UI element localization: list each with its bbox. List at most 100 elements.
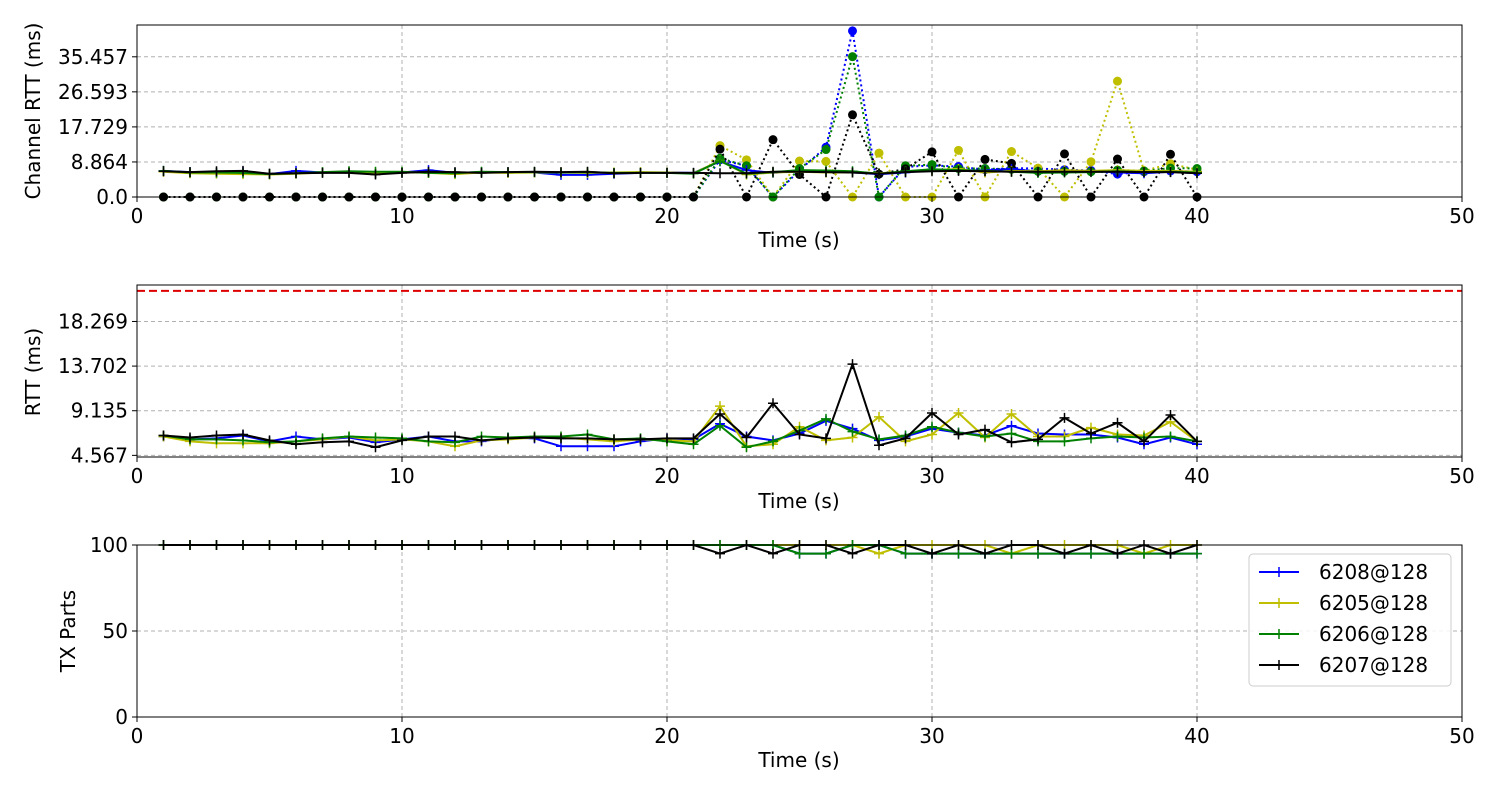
tx-parts-point-6206-at-128 (821, 548, 831, 559)
tx-parts-ylabel: TX Parts (56, 590, 80, 673)
rtt-point-6207-at-128 (874, 440, 884, 451)
rtt-ylabel: RTT (ms) (21, 328, 45, 416)
tx-parts-point-6206-at-128 (1006, 548, 1017, 559)
rtt-point-6207-at-128 (317, 437, 328, 448)
channel-rtt-point-6207-at-128 (291, 168, 301, 179)
channel-rtt-point-6205-at-128-peak (1113, 76, 1122, 86)
rtt-point-6207-at-128 (1165, 409, 1176, 420)
channel-rtt-point-6207-at-128 (900, 167, 911, 178)
rtt-point-6207-at-128 (476, 435, 487, 446)
rtt-point-6206-at-128 (741, 442, 752, 453)
channel-rtt-point-6207-at-128-peak (1113, 154, 1122, 164)
channel-rtt-point-6207-at-128 (741, 168, 752, 179)
legend-marker (1274, 567, 1284, 577)
channel-rtt-point-6207-at-128 (397, 167, 407, 178)
tx-parts-ytick-label: 50 (103, 619, 128, 643)
channel-rtt-point-6207-at-128-peak (980, 154, 990, 164)
channel-rtt-frame (136, 24, 1463, 198)
rtt-point-6207-at-128 (953, 429, 964, 440)
channel-rtt-point-6207-at-128 (423, 166, 434, 177)
channel-rtt-point-6207-at-128-peak (1166, 149, 1175, 159)
channel-rtt-point-6205-at-128-peak (1086, 157, 1096, 167)
channel-rtt-point-6207-at-128 (715, 168, 725, 179)
rtt-xtick-label: 10 (389, 464, 414, 488)
rtt-point-6207-at-128 (503, 433, 513, 444)
channel-rtt-point-6207-at-128 (635, 167, 646, 178)
channel-rtt-ytick-label: 17.729 (58, 115, 128, 139)
rtt-point-6207-at-128 (556, 433, 566, 444)
channel-rtt-point-6207-at-128-peak (715, 144, 725, 154)
channel-rtt-xtick-label: 40 (1184, 204, 1209, 228)
channel-rtt-series-group (158, 26, 1202, 202)
channel-rtt-point-6207-at-128 (370, 169, 381, 180)
rtt-point-6207-at-128 (582, 433, 593, 444)
channel-rtt-point-6207-at-128 (1112, 166, 1123, 177)
legend-entry-label: 6206@128 (1319, 622, 1428, 646)
channel-rtt-point-6207-at-128 (1165, 167, 1176, 178)
channel-rtt-point-6207-at-128 (158, 166, 169, 177)
rtt-point-6206-at-128 (847, 426, 858, 437)
channel-rtt-point-6207-at-128 (953, 165, 964, 176)
channel-rtt-point-6207-at-128 (1086, 166, 1096, 177)
rtt-point-6206-at-128 (370, 432, 381, 443)
channel-rtt-point-6207-at-128 (821, 167, 831, 178)
legend-marker (1274, 598, 1284, 608)
rtt-point-6206-at-128 (821, 413, 831, 424)
channel-rtt-point-6207-at-128 (927, 166, 937, 177)
tx-parts-panel: Time (s) TX Parts 0 10 20 30 40 50 0 50 100 (56, 533, 1475, 772)
channel-rtt-point-6207-at-128 (185, 167, 195, 178)
channel-rtt-ytick-label: 8.864 (71, 150, 128, 174)
legend-entry-label: 6208@128 (1319, 560, 1428, 584)
rtt-point-6207-at-128 (450, 431, 460, 442)
rtt-point-6207-at-128 (715, 409, 725, 419)
tx-parts-xtick-label: 50 (1449, 724, 1474, 748)
legend-entry-label: 6207@128 (1319, 653, 1428, 677)
tx-parts-point-6207-at-128 (980, 548, 990, 559)
tx-parts-point-6206-at-128 (1033, 548, 1043, 559)
rtt-xtick-label: 20 (654, 464, 679, 488)
channel-rtt-point-6207-at-128 (609, 168, 619, 179)
channel-rtt-point-6207-at-128 (556, 167, 566, 178)
channel-rtt-point-6207-at-128 (503, 167, 513, 178)
channel-rtt-point-6207-at-128 (768, 166, 778, 177)
tx-parts-point-6207-at-128 (768, 548, 778, 559)
channel-rtt-xlabel: Time (s) (757, 228, 839, 252)
channel-rtt-point-6205-at-128-peak (954, 145, 963, 155)
rtt-point-6205-at-128 (953, 408, 964, 419)
tx-parts-xtick-label: 0 (131, 724, 144, 748)
rtt-xtick-label: 0 (131, 464, 144, 488)
rtt-point-6206-at-128 (1006, 428, 1017, 439)
legend-marker (1274, 660, 1284, 670)
channel-rtt-point-6207-at-128 (211, 166, 222, 177)
rtt-point-6207-at-128 (423, 431, 434, 442)
rtt-point-6207-at-128 (768, 398, 778, 409)
channel-rtt-point-6205-at-128-peak (795, 156, 804, 166)
channel-rtt-point-6207-at-128 (847, 167, 858, 178)
tx-parts-xtick-label: 30 (919, 724, 944, 748)
channel-rtt-point-6207-at-128 (317, 167, 328, 178)
rtt-point-6207-at-128 (635, 434, 646, 445)
rtt-point-6207-at-128 (291, 439, 301, 450)
channel-rtt-point-6205-at-128-peak (1007, 147, 1016, 157)
rtt-point-6206-at-128 (1165, 431, 1176, 442)
channel-rtt-point-6207-at-128-peak (768, 135, 778, 145)
rtt-point-6207-at-128 (370, 442, 381, 453)
rtt-series-line-6207-at-128 (163, 361, 1198, 449)
rtt-point-6207-at-128 (821, 433, 831, 444)
channel-rtt-point-6208-at-128-peak (848, 26, 857, 36)
channel-rtt-point-6207-at-128 (1192, 168, 1202, 179)
channel-rtt-point-6207-at-128 (794, 166, 805, 177)
rtt-point-6207-at-128 (900, 433, 911, 444)
rtt-point-6205-at-128 (1006, 409, 1017, 419)
legend-entry-label: 6205@128 (1319, 591, 1428, 615)
channel-rtt-point-6207-at-128 (1059, 166, 1070, 177)
rtt-point-6207-at-128 (1139, 436, 1149, 447)
rtt-point-6207-at-128 (185, 432, 195, 443)
channel-rtt-point-6207-at-128-peak (848, 110, 857, 120)
channel-rtt-point-6207-at-128-peak (927, 147, 937, 157)
rtt-ytick-label: 4.567 (71, 443, 128, 467)
channel-rtt-point-6207-at-128 (874, 168, 884, 179)
channel-rtt-point-6206-at-128 (715, 156, 725, 167)
channel-rtt-xtick-label: 10 (389, 204, 414, 228)
